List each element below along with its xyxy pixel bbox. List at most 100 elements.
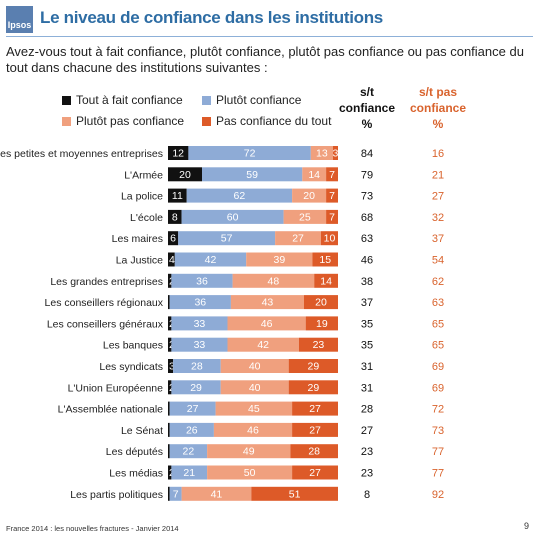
data-label-plutot: 27 [187,403,199,415]
data-label-tout-a-fait: 12 [172,148,184,160]
legend-label-plutot-pas: Plutôt pas confiance [76,114,185,128]
data-label-pas-du-tout: 7 [329,211,335,223]
survey-question: Avez-vous tout à fait confiance, plutôt … [6,44,524,75]
category-label: Les députés [106,446,163,458]
legend-label-tout-a-fait: Tout à fait confiance [76,93,183,107]
st-pas-confiance-value: 69 [432,361,444,373]
bar-segment-plutot [202,167,303,182]
bar-segment-plutot-pas [246,252,313,267]
bar-segment-tout-a-fait [168,167,202,182]
bar-segment-plutot-pas [207,465,293,480]
data-label-plutot-pas: 46 [261,318,273,330]
bar-segment-tout-a-fait [168,401,170,416]
st-confiance-value: 27 [361,425,373,437]
bar-segment-tout-a-fait [168,188,187,203]
title-divider [6,36,533,37]
st-pas-confiance-value: 62 [432,276,444,288]
data-label-plutot: 28 [191,361,203,373]
bar-segment-plutot [169,486,182,501]
legend-swatch-tout-a-fait [62,95,71,105]
data-label-pas-du-tout: 29 [308,361,320,373]
data-label-plutot: 72 [244,148,256,160]
bar-segment-pas-du-tout [290,444,338,459]
bar-segment-tout-a-fait [168,337,172,352]
data-label-pas-du-tout: 23 [313,339,325,351]
st-pas-confiance-value: 73 [432,425,444,437]
st-pas-confiance-value: 65 [432,318,444,330]
st-pas-confiance-value: 92 [432,489,444,501]
st-pas-confiance-value: 37 [432,233,444,245]
bar-segment-pas-du-tout [251,486,338,501]
bar-segment-tout-a-fait [168,359,174,373]
data-label-plutot-pas: 42 [257,339,269,351]
st-confiance-value: 35 [361,318,373,330]
bar-segment-pas-du-tout [292,465,338,480]
page-title: Le niveau de confiance dans les institut… [40,8,383,27]
bar-segment-plutot [171,380,221,395]
data-label-pas-du-tout: 7 [329,190,335,202]
legend-label-plutot: Plutôt confiance [216,93,302,107]
st-pas-confiance-value: 65 [432,340,444,352]
data-label-plutot: 33 [194,339,206,351]
data-label-plutot-pas: 45 [248,403,260,415]
data-label-plutot: 60 [227,211,239,223]
st-confiance-value: 8 [364,489,370,501]
data-label-plutot: 62 [234,190,246,202]
category-label: Les maires [112,233,163,245]
bar-segment-plutot [169,295,231,310]
data-label-plutot-pas: 40 [249,361,261,373]
bar-segment-plutot-pas [275,231,321,246]
st-confiance-value: 23 [361,446,373,458]
data-label-plutot: 26 [186,424,198,436]
bar-segment-tout-a-fait [168,273,172,288]
data-label-plutot-pas: 49 [243,446,255,458]
bar-segment-plutot-pas [215,401,293,416]
bar-segment-plutot-pas [302,167,327,182]
legend-item-plutot: Plutôt confiance [202,93,301,107]
st-pas-confiance-value: 77 [432,446,444,458]
data-label-pas-du-tout: 29 [308,382,320,394]
data-label-plutot: 21 [183,467,195,479]
logo-text: Ipsos [7,20,32,30]
category-label: Les partis politiques [70,489,163,501]
bar-segment-tout-a-fait [168,316,172,331]
data-label-plutot: 59 [246,169,258,181]
st-pas-confiance-value: 27 [432,191,444,203]
bar-segment-pas-du-tout [326,209,338,224]
bar-segment-pas-du-tout [298,337,338,352]
category-label: Les médias [109,468,163,480]
legend-item-pas-du-tout: Pas confiance du tout [202,114,331,128]
bar-segment-tout-a-fait [168,444,170,459]
data-label-plutot-pas: 14 [308,169,320,181]
data-label-pas-du-tout: 27 [309,424,321,436]
data-label-pas-du-tout: 14 [320,275,332,287]
data-label-pas-du-tout: 28 [308,446,320,458]
bar-segment-pas-du-tout [288,380,338,395]
data-label-plutot: 36 [194,297,206,309]
data-label-pas-du-tout: 20 [315,297,327,309]
bar-segment-plutot [186,188,293,203]
bar-segment-plutot [174,252,247,267]
st-confiance-value: 84 [361,148,373,160]
data-label-tout-a-fait: 8 [172,211,178,223]
bar-segment-pas-du-tout [292,401,338,416]
data-label-plutot: 7 [173,488,179,500]
data-label-plutot-pas: 48 [268,275,280,287]
data-label-plutot: 33 [194,318,206,330]
st-confiance-value: 79 [361,169,373,181]
category-label: L'Armée [124,169,163,181]
st-pas-confiance-value: 69 [432,382,444,394]
category-label: L'Union Européenne [68,382,164,394]
category-label: Le Sénat [121,425,163,437]
category-label: Les syndicats [99,361,163,373]
bar-segment-tout-a-fait [168,380,172,395]
page-number: 9 [523,521,529,531]
column-header-st-pas-confiance: s/t pas confiance % [409,85,466,131]
bar-segment-tout-a-fait [168,486,170,501]
data-label-plutot-pas: 25 [299,211,311,223]
data-label-plutot: 22 [183,446,195,458]
st-pas-confiance-value: 63 [432,297,444,309]
bar-segment-pas-du-tout [304,295,338,310]
data-label-pas-du-tout: 15 [319,254,331,266]
